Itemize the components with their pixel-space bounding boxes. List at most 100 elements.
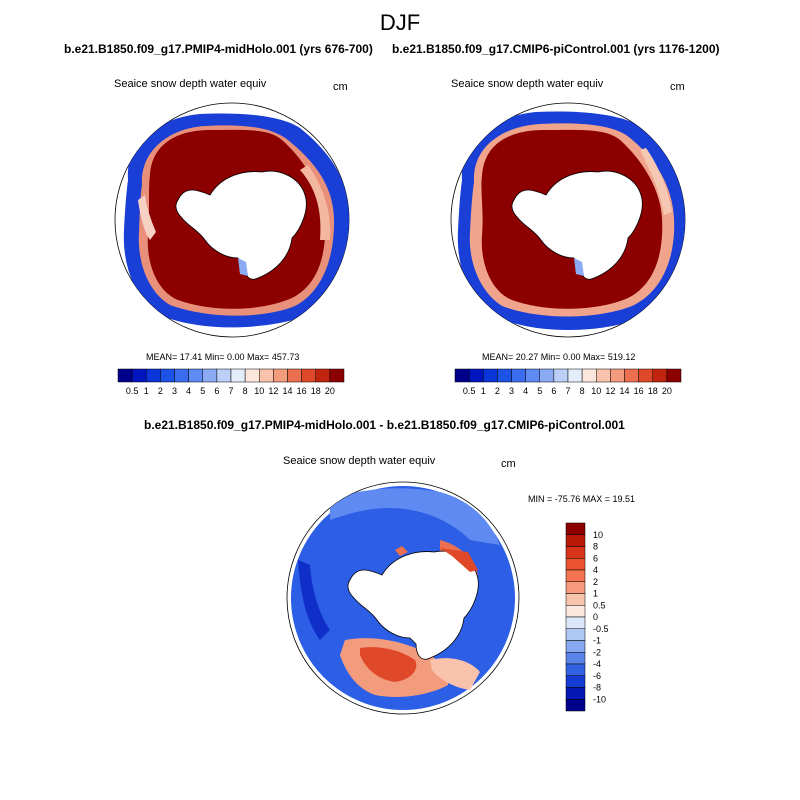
colorbar-1-tick-label: 5 xyxy=(200,386,205,396)
colorbar-2-tick-label: 12 xyxy=(605,386,615,396)
colorbar-diff-swatch xyxy=(565,546,586,559)
colorbar-diff-tick-label: -4 xyxy=(593,659,601,669)
diff-units: cm xyxy=(501,458,516,470)
colorbar-diff-tick-label: -6 xyxy=(593,671,601,681)
map-panel-1 xyxy=(114,102,350,338)
colorbar-1-swatch xyxy=(131,368,147,383)
colorbar-1-swatch xyxy=(160,368,175,383)
panel-2-stats: MEAN= 20.27 Min= 0.00 Max= 519.12 xyxy=(482,352,636,362)
colorbar-1-tick-label: 2 xyxy=(158,386,163,396)
colorbar-2-tick-label: 5 xyxy=(537,386,542,396)
colorbar-1-tick-label: 4 xyxy=(186,386,191,396)
colorbar-1-swatch xyxy=(287,368,302,383)
colorbar-1-tick-label: 16 xyxy=(297,386,307,396)
colorbar-1-tick-label: 20 xyxy=(325,386,335,396)
colorbar-1-swatch xyxy=(329,368,345,383)
colorbar-2-swatch xyxy=(553,368,569,383)
colorbar-1-swatch xyxy=(244,368,260,383)
colorbar-1-swatch xyxy=(117,368,133,383)
colorbar-diff-swatch xyxy=(565,569,586,582)
colorbar-1-tick-label: 3 xyxy=(172,386,177,396)
colorbar-2-swatch xyxy=(497,368,512,383)
colorbar-1-swatch xyxy=(259,368,274,383)
colorbar-2-tick-label: 4 xyxy=(523,386,528,396)
panel-1-case-title: b.e21.B1850.f09_g17.PMIP4-midHolo.001 (y… xyxy=(64,42,373,56)
colorbar-diff-swatch xyxy=(565,652,586,665)
colorbar-2-swatch xyxy=(596,368,611,383)
colorbar-2-tick-label: 0.5 xyxy=(463,386,476,396)
map-panel-diff xyxy=(286,481,520,715)
colorbar-1-swatch xyxy=(146,368,161,383)
panel-1-variable: Seaice snow depth water equiv xyxy=(114,78,267,90)
colorbar-diff-swatch xyxy=(565,581,586,594)
colorbar-2-tick-label: 14 xyxy=(619,386,629,396)
antarctica-diff xyxy=(347,550,479,660)
colorbar-1-swatch xyxy=(273,368,288,383)
colorbar-2-swatch xyxy=(581,368,597,383)
colorbar-diff-tick-label: 4 xyxy=(593,565,598,575)
panel-1-units: cm xyxy=(333,81,348,93)
colorbar-diff-swatch xyxy=(565,687,586,700)
colorbar-diff-swatch xyxy=(565,663,586,676)
colorbar-diff-swatch xyxy=(565,605,586,618)
colorbar-2-swatch xyxy=(511,368,526,383)
colorbar-2-tick-label: 2 xyxy=(495,386,500,396)
colorbar-2-swatch xyxy=(483,368,498,383)
diff-stats: MIN = -75.76 MAX = 19.51 xyxy=(528,494,636,504)
colorbar-1-swatch xyxy=(216,368,232,383)
colorbar-diff-swatch xyxy=(565,593,586,606)
panel-2-units: cm xyxy=(670,81,685,93)
colorbar-1-swatch xyxy=(230,368,246,383)
colorbar-diff-swatch xyxy=(565,558,586,571)
colorbar-panel-1: 0.5 1 2 3 4 5 6 7 8 10 12 14 16 18 20 xyxy=(117,368,345,396)
antarctica-2 xyxy=(511,170,643,280)
colorbar-1-tick-label: 0.5 xyxy=(126,386,139,396)
colorbar-1-swatch xyxy=(174,368,189,383)
colorbar-2-tick-label: 18 xyxy=(648,386,658,396)
colorbar-diff-tick-label: -1 xyxy=(593,636,601,646)
colorbar-diff-swatch xyxy=(565,616,586,629)
colorbar-panel-2: 0.5 1 2 3 4 5 6 7 8 10 12 14 16 18 20 xyxy=(454,368,682,396)
colorbar-1-tick-label: 14 xyxy=(282,386,292,396)
panel-2-case-title: b.e21.B1850.f09_g17.CMIP6-piControl.001 … xyxy=(392,42,720,56)
colorbar-diff-swatch xyxy=(565,628,586,641)
colorbar-2-swatch xyxy=(666,368,682,383)
colorbar-1-tick-label: 18 xyxy=(311,386,321,396)
panel-2-variable: Seaice snow depth water equiv xyxy=(451,78,604,90)
colorbar-1-tick-label: 1 xyxy=(144,386,149,396)
colorbar-2-swatch xyxy=(468,368,484,383)
colorbar-diff-swatch xyxy=(565,522,586,535)
colorbar-2-tick-label: 16 xyxy=(634,386,644,396)
colorbar-2-tick-label: 10 xyxy=(591,386,601,396)
colorbar-diff: 10 86 4 2 10.5 0 -0.5 -1-2 -4 -6 -8-10 xyxy=(565,522,609,712)
colorbar-2-tick-label: 7 xyxy=(565,386,570,396)
colorbar-1-tick-label: 10 xyxy=(254,386,264,396)
colorbar-1-tick-label: 7 xyxy=(228,386,233,396)
page-title: DJF xyxy=(379,10,421,35)
colorbar-2-swatch xyxy=(454,368,470,383)
colorbar-diff-tick-label: 1 xyxy=(593,589,598,599)
colorbar-1-swatch xyxy=(202,368,218,383)
colorbar-2-tick-label: 20 xyxy=(662,386,672,396)
colorbar-diff-swatch xyxy=(565,534,586,547)
colorbar-diff-swatch xyxy=(565,675,586,688)
colorbar-diff-tick-label: 6 xyxy=(593,553,598,563)
colorbar-1-swatch xyxy=(188,368,203,383)
colorbar-diff-tick-label: -10 xyxy=(593,694,606,704)
colorbar-1-tick-label: 6 xyxy=(214,386,219,396)
colorbar-2-tick-label: 1 xyxy=(481,386,486,396)
colorbar-2-tick-label: 8 xyxy=(580,386,585,396)
colorbar-2-swatch xyxy=(638,368,653,383)
colorbar-2-swatch xyxy=(539,368,555,383)
colorbar-2-swatch xyxy=(525,368,540,383)
colorbar-diff-tick-label: 10 xyxy=(593,530,603,540)
colorbar-1-swatch xyxy=(301,368,316,383)
colorbar-diff-tick-label: 0 xyxy=(593,612,598,622)
colorbar-2-swatch xyxy=(624,368,639,383)
colorbar-2-tick-label: 6 xyxy=(551,386,556,396)
colorbar-2-tick-label: 3 xyxy=(509,386,514,396)
colorbar-diff-tick-label: 2 xyxy=(593,577,598,587)
diff-case-title: b.e21.B1850.f09_g17.PMIP4-midHolo.001 - … xyxy=(144,418,625,432)
colorbar-diff-swatch xyxy=(565,699,586,712)
antarctica-1 xyxy=(175,170,307,280)
